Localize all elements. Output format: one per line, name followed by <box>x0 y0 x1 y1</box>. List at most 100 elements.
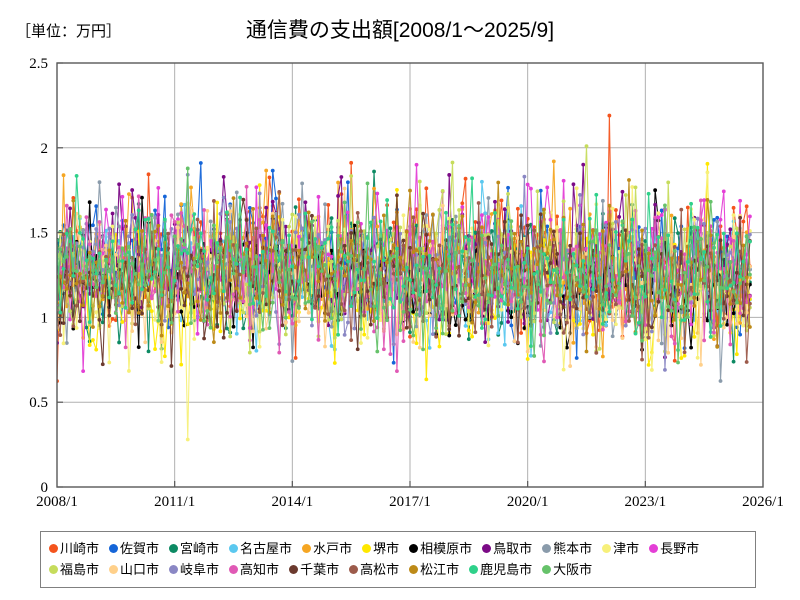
data-point <box>506 281 510 286</box>
data-point <box>179 305 184 310</box>
legend-item[interactable]: 高松市 <box>349 563 399 576</box>
legend-item[interactable]: 宮崎市 <box>169 542 219 555</box>
data-point <box>166 304 171 309</box>
data-point <box>636 240 641 245</box>
legend-item[interactable]: 川崎市 <box>49 542 99 555</box>
data-point <box>257 191 262 196</box>
legend-item[interactable]: 千葉市 <box>289 563 339 576</box>
legend-item[interactable]: 堺市 <box>362 542 399 555</box>
data-point <box>685 315 690 319</box>
data-point <box>362 249 367 254</box>
data-point <box>721 189 726 194</box>
data-point <box>669 308 674 313</box>
legend-item[interactable]: 名古屋市 <box>229 542 292 555</box>
data-point <box>519 315 524 319</box>
legend-item[interactable]: 水戸市 <box>302 542 352 555</box>
data-point <box>77 319 82 324</box>
data-point <box>270 168 275 173</box>
data-point <box>545 283 550 288</box>
legend-item[interactable]: 鳥取市 <box>482 542 532 555</box>
data-point <box>303 247 308 252</box>
data-point <box>568 243 573 248</box>
legend-item[interactable]: 福島市 <box>49 563 99 576</box>
data-point <box>705 161 710 166</box>
legend-item[interactable]: 大阪市 <box>542 563 592 576</box>
legend-marker-icon <box>362 544 372 553</box>
data-point <box>156 185 161 190</box>
legend-item[interactable]: 松江市 <box>409 563 459 576</box>
data-point <box>411 340 416 344</box>
data-point <box>414 341 419 346</box>
legend-item[interactable]: 長野市 <box>649 542 699 555</box>
data-point <box>149 309 154 314</box>
data-point <box>476 310 481 315</box>
data-point <box>571 252 576 256</box>
legend-item[interactable]: 山口市 <box>109 563 159 576</box>
data-point <box>502 207 507 212</box>
data-point <box>247 302 252 307</box>
legend-item[interactable]: 相模原市 <box>409 542 472 555</box>
data-point <box>300 237 305 242</box>
data-point <box>339 266 344 271</box>
data-point <box>522 236 527 241</box>
data-point <box>336 194 340 198</box>
data-point <box>162 270 167 275</box>
data-point <box>156 247 161 252</box>
data-point <box>571 182 576 187</box>
data-point <box>251 264 256 269</box>
data-point <box>525 313 530 318</box>
data-point <box>234 269 239 274</box>
data-series[interactable] <box>55 166 752 365</box>
data-point <box>529 353 533 358</box>
data-point <box>202 208 206 212</box>
data-point <box>666 304 671 309</box>
data-point <box>515 340 520 345</box>
data-point <box>568 273 573 278</box>
data-point <box>542 252 546 256</box>
data-point <box>205 297 210 302</box>
data-point <box>748 272 752 277</box>
data-point <box>408 307 412 312</box>
data-point <box>198 220 203 225</box>
legend-item[interactable]: 津市 <box>602 542 639 555</box>
data-point <box>610 293 615 298</box>
data-point <box>339 175 344 179</box>
data-point <box>424 251 429 256</box>
data-point <box>473 289 478 293</box>
data-point <box>395 193 399 198</box>
data-point <box>81 303 86 308</box>
data-point <box>110 257 115 262</box>
data-point <box>587 216 592 221</box>
data-point <box>198 161 203 165</box>
data-point <box>296 306 301 310</box>
data-point <box>738 332 743 337</box>
data-point <box>159 333 164 338</box>
data-point <box>708 199 713 204</box>
data-point <box>280 323 285 328</box>
legend-item[interactable]: 熊本市 <box>542 542 592 555</box>
data-point <box>283 332 288 337</box>
data-point <box>185 322 190 327</box>
data-point <box>682 252 687 257</box>
data-point <box>555 267 559 271</box>
legend-item[interactable]: 高知市 <box>229 563 279 576</box>
data-point <box>718 269 723 274</box>
data-point <box>666 308 671 313</box>
data-point <box>381 213 386 218</box>
data-point <box>636 264 641 268</box>
legend-item[interactable]: 佐賀市 <box>109 542 159 555</box>
data-point <box>176 212 180 217</box>
data-point <box>225 326 229 331</box>
data-point <box>466 328 471 333</box>
data-point <box>597 280 602 284</box>
data-point <box>607 283 612 288</box>
data-point <box>450 218 455 222</box>
data-point <box>555 214 559 219</box>
legend-item[interactable]: 岐阜市 <box>169 563 219 576</box>
data-point <box>159 247 164 252</box>
data-point <box>408 278 412 282</box>
x-axis: 2008/1 2011/1 2014/1 2017/1 2020/1 2023/1 2026… <box>36 481 784 510</box>
legend-item[interactable]: 鹿児島市 <box>469 563 532 576</box>
data-point <box>323 202 327 207</box>
data-point <box>614 302 618 307</box>
